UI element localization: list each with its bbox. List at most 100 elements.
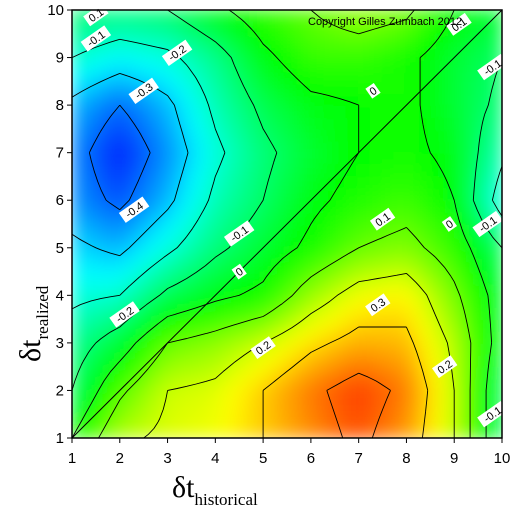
heatmap-cell <box>477 80 492 95</box>
heatmap-cell <box>178 175 193 190</box>
heatmap-cell <box>94 294 109 309</box>
heatmap-cell <box>393 10 408 23</box>
heatmap-cell <box>202 330 217 344</box>
heatmap-cell <box>166 353 181 368</box>
heatmap-cell <box>274 389 288 404</box>
heatmap-cell <box>262 10 277 23</box>
heatmap-cell <box>405 246 420 261</box>
y-tick-label: 6 <box>56 192 64 209</box>
heatmap-cell <box>417 20 432 35</box>
heatmap-cell <box>250 270 265 285</box>
heatmap-cell <box>417 199 432 214</box>
contour-label: 0 <box>368 85 380 98</box>
heatmap-cell <box>453 211 468 225</box>
heatmap-cell <box>321 211 336 225</box>
heatmap-cell <box>214 68 229 83</box>
heatmap-cell <box>238 151 253 166</box>
heatmap-cell <box>262 68 277 83</box>
heatmap-cell <box>489 330 502 344</box>
heatmap-cell <box>369 330 384 344</box>
heatmap-cell <box>262 32 277 47</box>
heatmap-cell <box>321 116 336 130</box>
heatmap-cell <box>94 116 109 130</box>
heatmap-cell <box>369 353 384 368</box>
heatmap-cell <box>405 270 420 285</box>
heatmap-cell <box>202 341 217 356</box>
contour-line <box>88 104 151 211</box>
heatmap-cell <box>118 246 133 261</box>
heatmap-cell <box>441 425 456 438</box>
heatmap-cell <box>94 365 109 380</box>
heatmap-cell <box>262 270 277 285</box>
heatmap-cell <box>166 151 181 166</box>
heatmap-cell <box>309 163 324 178</box>
heatmap-cell <box>250 211 265 225</box>
heatmap-cell <box>262 44 277 59</box>
heatmap-cell <box>489 258 502 273</box>
heatmap-cell <box>405 234 420 249</box>
heatmap-cell <box>465 377 480 392</box>
heatmap-cell <box>202 44 217 59</box>
heatmap-cell <box>142 234 157 249</box>
heatmap-cell <box>82 282 97 297</box>
heatmap-cell <box>286 365 300 380</box>
heatmap-cell <box>226 10 241 23</box>
heatmap-cell <box>321 294 336 309</box>
heatmap-cell <box>178 80 193 95</box>
heatmap-cell <box>82 223 97 237</box>
heatmap-cell <box>333 223 348 237</box>
heatmap-cell <box>286 175 300 190</box>
heatmap-cell <box>417 425 432 438</box>
heatmap-cell <box>321 353 336 368</box>
heatmap-cell <box>274 282 288 297</box>
heatmap-cell <box>82 246 97 261</box>
heatmap-cell <box>345 163 360 178</box>
heatmap-cell <box>214 318 229 332</box>
heatmap-cell <box>381 425 396 438</box>
heatmap-cell <box>477 187 492 202</box>
heatmap-cell <box>106 341 121 356</box>
heatmap-cell <box>286 163 300 178</box>
heatmap-cell <box>178 306 193 321</box>
heatmap-cell <box>118 341 133 356</box>
heatmap-cell <box>130 44 145 59</box>
heatmap-cell <box>214 330 229 344</box>
heatmap-cell <box>154 187 169 202</box>
heatmap-cell <box>190 377 205 392</box>
heatmap-cell <box>250 10 265 23</box>
heatmap-cell <box>166 294 181 309</box>
heatmap-cell <box>190 270 205 285</box>
heatmap-cell <box>405 341 420 356</box>
heatmap-cell <box>190 127 205 142</box>
heatmap-cell <box>238 413 253 428</box>
heatmap-cell <box>202 151 217 166</box>
heatmap-cell <box>238 139 253 154</box>
heatmap-cell <box>178 246 193 261</box>
contour-label-background <box>128 77 159 104</box>
heatmap-cell <box>262 104 277 118</box>
heatmap-cell <box>154 330 169 344</box>
heatmap-cell <box>154 294 169 309</box>
heatmap-cell <box>369 68 384 83</box>
heatmap-cell <box>226 425 241 438</box>
heatmap-cell <box>453 246 468 261</box>
heatmap-cell <box>250 306 265 321</box>
heatmap-cell <box>154 32 169 47</box>
heatmap-cell <box>238 318 253 332</box>
heatmap-cell <box>202 116 217 130</box>
heatmap-cell <box>202 127 217 142</box>
heatmap-cell <box>345 139 360 154</box>
heatmap-cell <box>477 270 492 285</box>
heatmap-cell <box>250 330 265 344</box>
heatmap-cell <box>297 234 312 249</box>
heatmap-cell <box>274 116 288 130</box>
heatmap-cell <box>405 401 420 416</box>
heatmap-cell <box>369 187 384 202</box>
heatmap-cell <box>369 377 384 392</box>
heatmap-cell <box>405 32 420 47</box>
heatmap-cell <box>72 294 85 309</box>
heatmap-cell <box>262 246 277 261</box>
heatmap-cell <box>250 258 265 273</box>
contour-label-background <box>446 12 472 36</box>
heatmap-cell <box>393 92 408 107</box>
